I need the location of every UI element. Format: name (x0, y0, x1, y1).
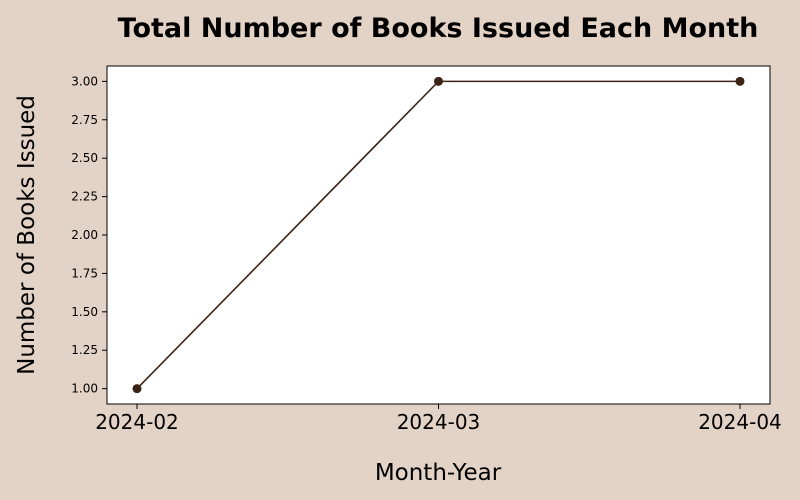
series-layer (132, 76, 745, 394)
y-tick-label: 2.75 (71, 113, 98, 127)
data-point (132, 384, 142, 394)
x-tick-label: 2024-04 (698, 410, 782, 434)
y-tick-label: 2.50 (71, 151, 98, 165)
chart-title: Total Number of Books Issued Each Month (118, 13, 759, 44)
y-axis-title: Number of Books Issued (14, 95, 40, 375)
x-axis: 2024-02 2024-03 2024-04 (95, 404, 782, 434)
x-tick-label: 2024-02 (95, 410, 179, 434)
data-point (735, 76, 745, 86)
data-point (434, 76, 443, 86)
y-tick-label: 3.00 (71, 74, 98, 88)
x-axis-title: Month-Year (375, 460, 502, 486)
y-tick-label: 1.25 (71, 343, 98, 357)
plot-area (106, 65, 771, 405)
y-tick-label: 2.00 (71, 228, 98, 242)
y-tick-label: 2.25 (71, 190, 98, 204)
y-tick-label: 1.75 (71, 266, 98, 280)
y-tick-label: 1.00 (71, 382, 98, 396)
y-axis: 1.00 1.25 1.50 1.75 2.00 2.25 2.50 2.75 3.00 (71, 74, 107, 396)
y-tick-label: 1.50 (71, 305, 98, 319)
x-tick-label: 2024-03 (397, 410, 481, 434)
